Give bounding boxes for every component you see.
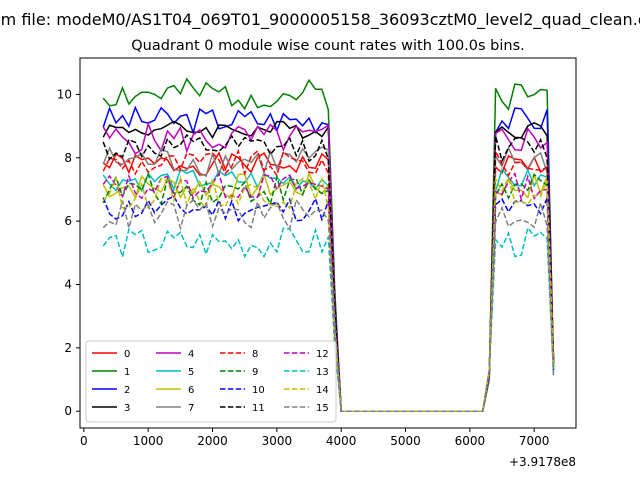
y-tick-label: 8	[64, 151, 72, 165]
plot-frame	[79, 57, 577, 429]
legend-label-14: 14	[316, 385, 329, 396]
legend-label-15: 15	[316, 403, 329, 414]
series-line-12	[102, 171, 555, 412]
x-tick-label: 7000	[519, 434, 550, 448]
x-tick-label: 3000	[262, 434, 293, 448]
series-line-14	[102, 175, 555, 412]
x-tick-label: 4000	[326, 434, 357, 448]
legend-label-4: 4	[188, 349, 194, 360]
legend-label-9: 9	[252, 367, 258, 378]
series-line-15	[102, 197, 555, 412]
x-tick-label: 1000	[133, 434, 164, 448]
legend-label-0: 0	[124, 349, 130, 360]
y-tick-label: 6	[64, 214, 72, 228]
legend-label-12: 12	[316, 349, 329, 360]
x-tick-label: 0	[80, 434, 88, 448]
y-tick-label: 0	[64, 404, 72, 418]
series-layer	[102, 77, 555, 412]
y-tick-label: 2	[64, 341, 72, 355]
legend-label-3: 3	[124, 403, 130, 414]
legend-label-7: 7	[188, 403, 194, 414]
legend-label-13: 13	[316, 367, 329, 378]
legend-label-5: 5	[188, 367, 194, 378]
y-tick-label: 4	[64, 277, 72, 291]
legend-frame	[85, 340, 337, 423]
legend-label-10: 10	[252, 385, 265, 396]
x-offset-label: +3.9178e8	[509, 455, 576, 469]
legend-label-2: 2	[124, 385, 130, 396]
legend-label-6: 6	[188, 385, 194, 396]
chart-title: Quadrant 0 module wise count rates with …	[131, 38, 525, 54]
legend-label-1: 1	[124, 367, 130, 378]
legend-label-8: 8	[252, 349, 258, 360]
y-tick-label: 10	[57, 87, 72, 101]
legend-label-11: 11	[252, 403, 265, 414]
x-tick-label: 6000	[455, 434, 486, 448]
x-tick-label: 5000	[390, 434, 421, 448]
x-tick-label: 2000	[197, 434, 228, 448]
figure-suptitle: From file: modeM0/AS1T04_069T01_90000051…	[0, 10, 640, 30]
series-line-13	[102, 226, 555, 412]
